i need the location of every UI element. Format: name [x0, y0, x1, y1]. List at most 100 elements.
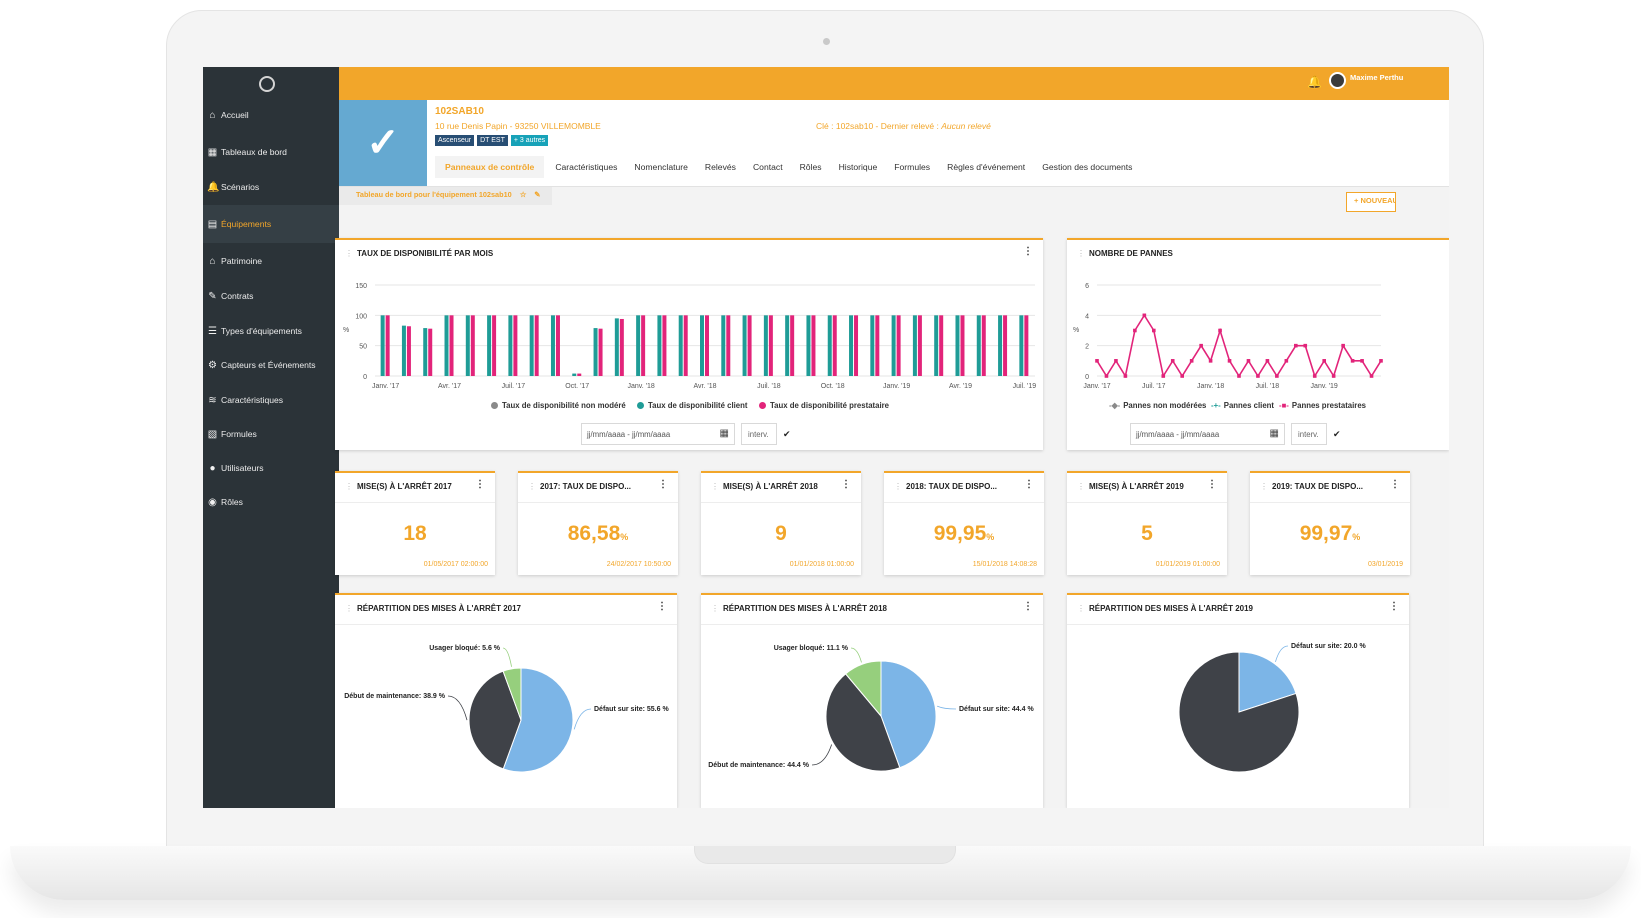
drag-handle-icon[interactable]: ⋮ [1260, 482, 1268, 491]
divider [884, 502, 1044, 503]
tab-6[interactable]: Historique [838, 162, 878, 172]
y-axis-label: % [343, 327, 349, 334]
data-point [1104, 374, 1109, 378]
legend-item[interactable]: Taux de disponibilité non modéré [491, 401, 626, 410]
user-name[interactable]: Maxime Perthu [1350, 73, 1404, 82]
interval-input[interactable]: interv. [1291, 423, 1327, 445]
divider [1067, 624, 1409, 625]
card-menu-icon[interactable]: ⋮ [1389, 601, 1399, 612]
sidebar-item-6[interactable]: ☰ Types d'équipements [203, 312, 339, 350]
tag-dt-est[interactable]: DT EST [477, 135, 508, 146]
tab-4[interactable]: Contact [752, 162, 783, 172]
drag-handle-icon[interactable]: ⋮ [894, 482, 902, 491]
bar-prestataire [406, 326, 411, 376]
edit-icon[interactable]: ✎ [534, 190, 541, 199]
x-tick-label: Janv. '18 [627, 383, 654, 390]
x-tick-label: Janv. '17 [372, 383, 399, 390]
legend-label: Taux de disponibilité non modéré [502, 401, 626, 410]
sidebar-item-10[interactable]: ● Utilisateurs [203, 449, 339, 487]
sidebar-item-8[interactable]: ≋ Caractéristiques [203, 381, 339, 419]
confirm-check-icon[interactable]: ✔ [783, 429, 791, 439]
app-screen: ⌂ Accueil ▦ Tableaux de bord 🔔 Scénarios ▤ Équi… [203, 67, 1449, 808]
tab-2[interactable]: Nomenclature [634, 162, 688, 172]
x-tick-label: Avr. '17 [438, 383, 461, 390]
card-menu-icon[interactable]: ⋮ [1023, 601, 1033, 612]
bar-prestataire [470, 315, 475, 376]
card-menu-icon[interactable]: ⋮ [657, 601, 667, 612]
drag-handle-icon[interactable]: ⋮ [1077, 482, 1085, 491]
card-menu-icon[interactable]: ⋮ [475, 479, 485, 490]
card-menu-icon[interactable]: ⋮ [1023, 246, 1033, 257]
card-menu-icon[interactable]: ⋮ [1207, 479, 1217, 490]
logo-icon[interactable] [259, 76, 275, 92]
drag-handle-icon[interactable]: ⋮ [345, 604, 353, 613]
sidebar-item-3[interactable]: ▤ Équipements [203, 205, 339, 243]
tab-7[interactable]: Formules [894, 162, 931, 172]
card-menu-icon[interactable]: ⋮ [658, 479, 668, 490]
interval-input[interactable]: interv. [741, 423, 777, 445]
drag-handle-icon[interactable]: ⋮ [345, 482, 353, 491]
legend-item[interactable]: Taux de disponibilité prestataire [759, 401, 889, 410]
data-point [1208, 359, 1213, 363]
x-tick-label: Juil. '17 [1142, 383, 1166, 390]
drag-handle-icon[interactable]: ⋮ [528, 482, 536, 491]
tag-more[interactable]: + 3 autres [510, 135, 549, 146]
drag-handle-icon[interactable]: ⋮ [345, 249, 353, 258]
sidebar-item-9[interactable]: ▧ Formules [203, 415, 339, 453]
drag-handle-icon[interactable]: ⋮ [711, 482, 719, 491]
bar-client [870, 315, 875, 376]
divider [1250, 502, 1410, 503]
last-reading: Aucun relevé [941, 121, 991, 131]
drag-handle-icon[interactable]: ⋮ [711, 604, 719, 613]
tab-3[interactable]: Relevés [704, 162, 736, 172]
tab-0[interactable]: Panneaux de contrôle [435, 156, 545, 178]
pie-chart: Défaut sur site: 55.6 % Début de maintena… [344, 645, 669, 773]
data-point [1123, 374, 1128, 378]
new-button[interactable]: + NOUVEAU [1346, 192, 1396, 212]
tab-8[interactable]: Règles d'événement [947, 162, 1026, 172]
data-point [1360, 359, 1364, 363]
card-menu-icon[interactable]: ⋮ [1390, 479, 1400, 490]
legend-item[interactable]: -◆- Pannes non modérées [1109, 401, 1206, 410]
sidebar-item-4[interactable]: ⌂ Patrimoine [203, 242, 339, 280]
bar-client [401, 325, 406, 376]
sidebar-item-11[interactable]: ◉ Rôles [203, 483, 339, 521]
date-range-input[interactable]: jj/mm/aaaa - jj/mm/aaaa ▦ [581, 423, 735, 445]
y-tick-label: 50 [359, 344, 367, 351]
sidebar-item-0[interactable]: ⌂ Accueil [203, 96, 339, 134]
legend-item[interactable]: -■- Pannes prestataires [1279, 401, 1366, 410]
legend-item[interactable]: Taux de disponibilité client [637, 401, 748, 410]
breadcrumb: Tableau de bord pour l'équipement 102sab… [339, 187, 553, 205]
sidebar-item-label: Types d'équipements [221, 326, 302, 336]
sidebar-item-5[interactable]: ✎ Contrats [203, 277, 339, 315]
date-range-input[interactable]: jj/mm/aaaa - jj/mm/aaaa ▦ [1130, 423, 1285, 445]
roles-icon: ◉ [208, 496, 217, 508]
notification-bell-icon[interactable]: 🔔 [1307, 75, 1322, 89]
star-icon[interactable]: ☆ [519, 190, 527, 199]
tab-5[interactable]: Rôles [799, 162, 822, 172]
data-point [1237, 374, 1241, 378]
sidebar-item-7[interactable]: ⚙ Capteurs et Événements [203, 346, 339, 384]
legend-item[interactable]: -+- Pannes client [1211, 401, 1274, 410]
y-tick-label: 4 [1085, 313, 1089, 320]
card-menu-icon[interactable]: ⋮ [841, 479, 851, 490]
tab-9[interactable]: Gestion des documents [1042, 162, 1133, 172]
tag-ascenseur[interactable]: Ascenseur [435, 135, 475, 146]
sidebar-item-2[interactable]: 🔔 Scénarios [203, 168, 339, 206]
x-tick-label: Oct. '18 [821, 383, 845, 390]
pie-label: Défaut sur site: 20.0 % [1291, 643, 1366, 650]
calendar-icon[interactable]: ▦ [1269, 428, 1279, 439]
drag-handle-icon[interactable]: ⋮ [1077, 604, 1085, 613]
confirm-check-icon[interactable]: ✔ [1333, 429, 1341, 439]
kpi-card: ⋮ 2018: TAUX DE DISPO... ⋮ 99,95% 15/01/2018… [884, 471, 1044, 575]
avatar[interactable] [1329, 72, 1346, 89]
bar-client [380, 315, 385, 376]
sidebar-item-1[interactable]: ▦ Tableaux de bord [203, 133, 339, 171]
bar-client [998, 315, 1003, 376]
drag-handle-icon[interactable]: ⋮ [1077, 249, 1085, 258]
card-menu-icon[interactable]: ⋮ [1024, 479, 1034, 490]
kpi-title: 2017: TAUX DE DISPO... [540, 482, 631, 491]
tab-1[interactable]: Caractéristiques [555, 162, 618, 172]
kpi-unit: % [1352, 532, 1361, 542]
calendar-icon[interactable]: ▦ [719, 428, 729, 439]
